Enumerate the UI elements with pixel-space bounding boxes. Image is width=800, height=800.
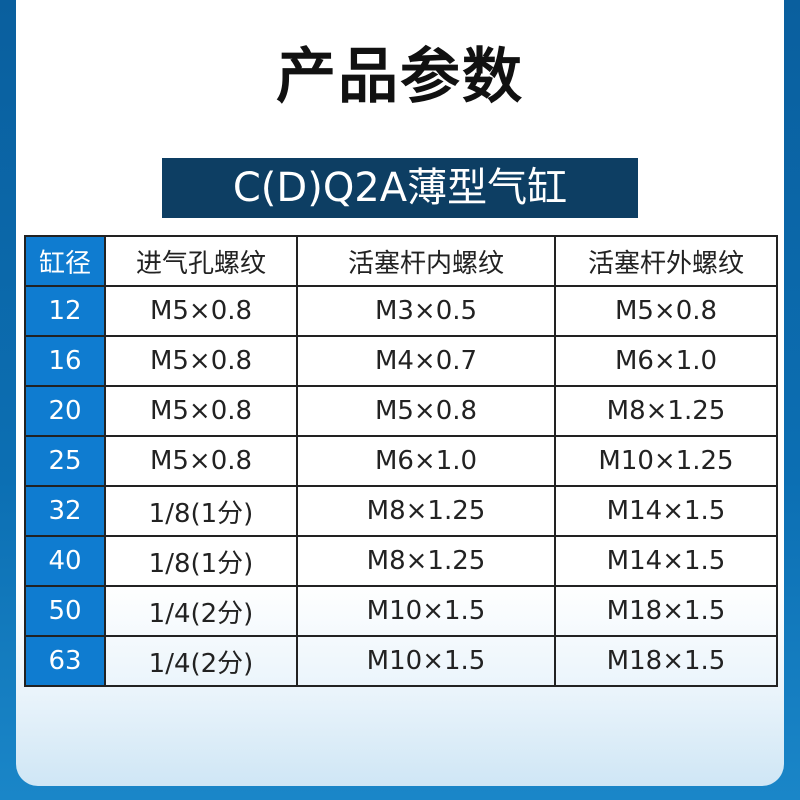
page-title: 产品参数 <box>276 42 524 112</box>
rod-inner-thread-cell: M8×1.25 <box>296 485 556 537</box>
spec-table: 缸径 进气孔螺纹 活塞杆内螺纹 活塞杆外螺纹 12 M5×0.8 M3×0.5 … <box>24 235 778 687</box>
table-row: 50 1/4(2分) M10×1.5 M18×1.5 <box>24 585 778 637</box>
inlet-thread-cell: 1/4(2分) <box>104 585 298 637</box>
inlet-thread-cell: M5×0.8 <box>104 385 298 437</box>
rod-outer-thread-cell: M8×1.25 <box>554 385 778 437</box>
bore-cell: 63 <box>24 635 106 687</box>
table-row: 20 M5×0.8 M5×0.8 M8×1.25 <box>24 385 778 437</box>
table-row: 25 M5×0.8 M6×1.0 M10×1.25 <box>24 435 778 487</box>
table-row: 63 1/4(2分) M10×1.5 M18×1.5 <box>24 635 778 687</box>
inlet-thread-cell: 1/8(1分) <box>104 485 298 537</box>
table-row: 32 1/8(1分) M8×1.25 M14×1.5 <box>24 485 778 537</box>
table-row: 12 M5×0.8 M3×0.5 M5×0.8 <box>24 285 778 337</box>
inlet-thread-cell: M5×0.8 <box>104 435 298 487</box>
rod-inner-thread-cell: M6×1.0 <box>296 435 556 487</box>
bore-cell: 40 <box>24 535 106 587</box>
table-header-row: 缸径 进气孔螺纹 活塞杆内螺纹 活塞杆外螺纹 <box>24 235 778 287</box>
table-row: 16 M5×0.8 M4×0.7 M6×1.0 <box>24 335 778 387</box>
bore-cell: 20 <box>24 385 106 437</box>
inlet-thread-cell: 1/4(2分) <box>104 635 298 687</box>
inlet-thread-cell: M5×0.8 <box>104 335 298 387</box>
bore-cell: 25 <box>24 435 106 487</box>
product-name-banner: C(D)Q2A薄型气缸 <box>162 158 638 218</box>
inlet-thread-cell: M5×0.8 <box>104 285 298 337</box>
bore-cell: 32 <box>24 485 106 537</box>
rod-outer-thread-cell: M18×1.5 <box>554 635 778 687</box>
bore-cell: 50 <box>24 585 106 637</box>
header-rod-outer-thread: 活塞杆外螺纹 <box>554 235 778 287</box>
header-rod-inner-thread: 活塞杆内螺纹 <box>296 235 556 287</box>
rod-outer-thread-cell: M6×1.0 <box>554 335 778 387</box>
rod-outer-thread-cell: M14×1.5 <box>554 485 778 537</box>
inlet-thread-cell: 1/8(1分) <box>104 535 298 587</box>
bore-cell: 12 <box>24 285 106 337</box>
rod-inner-thread-cell: M5×0.8 <box>296 385 556 437</box>
rod-inner-thread-cell: M4×0.7 <box>296 335 556 387</box>
rod-outer-thread-cell: M14×1.5 <box>554 535 778 587</box>
rod-inner-thread-cell: M10×1.5 <box>296 585 556 637</box>
header-bore: 缸径 <box>24 235 106 287</box>
header-inlet-thread: 进气孔螺纹 <box>104 235 298 287</box>
bore-cell: 16 <box>24 335 106 387</box>
rod-inner-thread-cell: M10×1.5 <box>296 635 556 687</box>
table-row: 40 1/8(1分) M8×1.25 M14×1.5 <box>24 535 778 587</box>
rod-outer-thread-cell: M5×0.8 <box>554 285 778 337</box>
rod-inner-thread-cell: M8×1.25 <box>296 535 556 587</box>
rod-inner-thread-cell: M3×0.5 <box>296 285 556 337</box>
rod-outer-thread-cell: M18×1.5 <box>554 585 778 637</box>
rod-outer-thread-cell: M10×1.25 <box>554 435 778 487</box>
